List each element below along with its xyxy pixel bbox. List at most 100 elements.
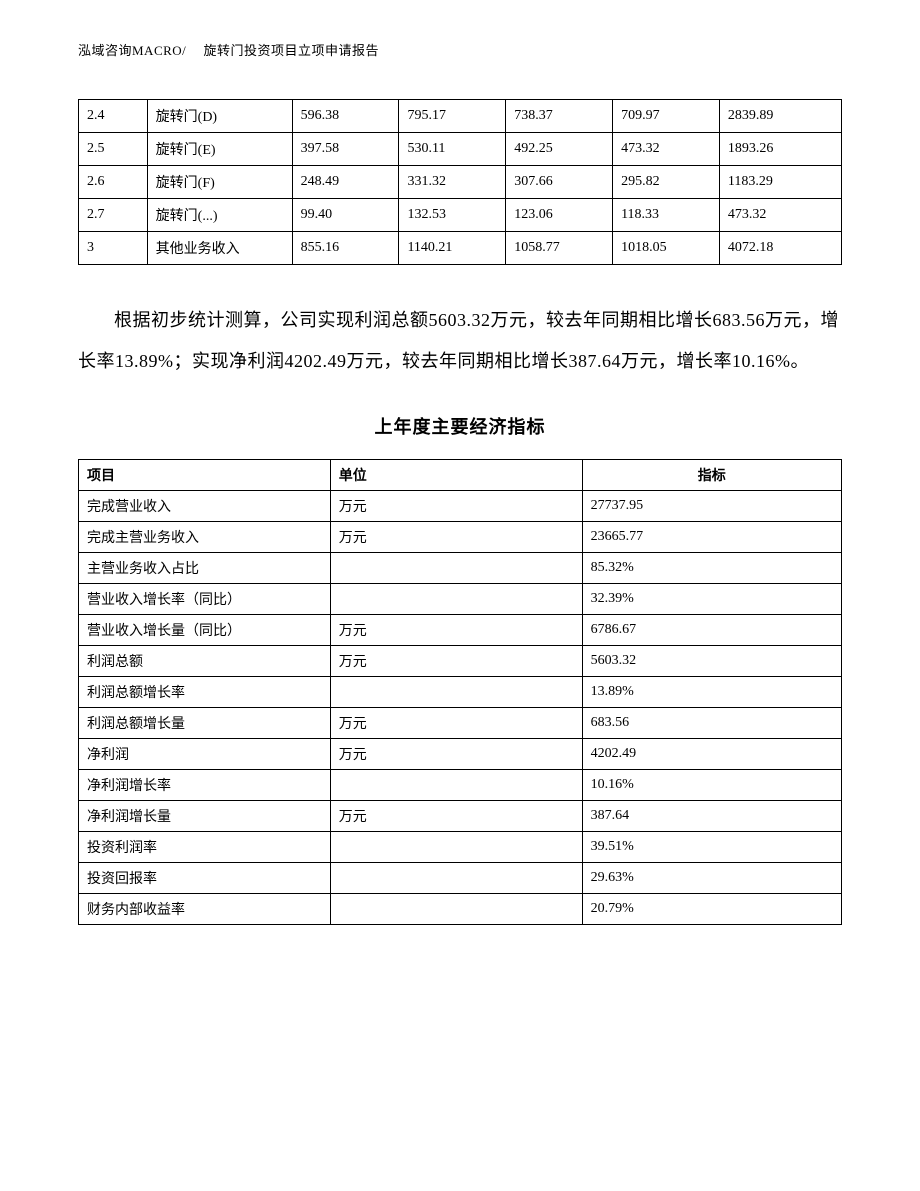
table-cell: 473.32 — [719, 199, 841, 232]
table-cell: 利润总额增长量 — [79, 707, 331, 738]
table-cell: 万元 — [330, 800, 582, 831]
table-row: 3其他业务收入855.161140.211058.771018.054072.1… — [79, 232, 842, 265]
table-cell: 295.82 — [613, 166, 720, 199]
table-cell: 完成营业收入 — [79, 490, 331, 521]
table-cell: 万元 — [330, 645, 582, 676]
table-cell: 净利润增长量 — [79, 800, 331, 831]
table-cell — [330, 769, 582, 800]
table-cell: 万元 — [330, 490, 582, 521]
table-row: 利润总额增长率 13.89% — [79, 676, 842, 707]
table-cell: 净利润增长率 — [79, 769, 331, 800]
table-cell: 855.16 — [292, 232, 399, 265]
page-header: 泓域咨询MACRO/ 旋转门投资项目立项申请报告 — [78, 40, 842, 59]
table-cell: 307.66 — [506, 166, 613, 199]
section-title: 上年度主要经济指标 — [78, 413, 842, 439]
table-cell: 473.32 — [613, 133, 720, 166]
table-cell: 2.4 — [79, 100, 148, 133]
table-row: 主营业务收入占比 85.32% — [79, 552, 842, 583]
table-cell: 1893.26 — [719, 133, 841, 166]
table-cell: 13.89% — [582, 676, 841, 707]
table-row: 2.6旋转门(F)248.49331.32307.66295.821183.29 — [79, 166, 842, 199]
table-cell: 29.63% — [582, 862, 841, 893]
table-cell: 132.53 — [399, 199, 506, 232]
table2-header-cell: 单位 — [330, 459, 582, 490]
table2-header-row: 项目 单位 指标 — [79, 459, 842, 490]
table-row: 利润总额万元5603.32 — [79, 645, 842, 676]
table-row: 2.7旋转门(...)99.40132.53123.06118.33473.32 — [79, 199, 842, 232]
table-cell: 20.79% — [582, 893, 841, 924]
table-row: 营业收入增长量（同比）万元6786.67 — [79, 614, 842, 645]
table-row: 2.4旋转门(D)596.38795.17738.37709.972839.89 — [79, 100, 842, 133]
table-cell: 万元 — [330, 738, 582, 769]
table-cell: 旋转门(...) — [147, 199, 292, 232]
table-cell: 39.51% — [582, 831, 841, 862]
table-cell: 万元 — [330, 614, 582, 645]
table-row: 利润总额增长量万元683.56 — [79, 707, 842, 738]
table-row: 净利润增长率10.16% — [79, 769, 842, 800]
table-cell — [330, 893, 582, 924]
table-cell: 2.7 — [79, 199, 148, 232]
table-cell: 709.97 — [613, 100, 720, 133]
table-cell — [330, 862, 582, 893]
economic-indicators-table: 项目 单位 指标 完成营业收入万元27737.95完成主营业务收入万元23665… — [78, 459, 842, 925]
table1-body: 2.4旋转门(D)596.38795.17738.37709.972839.89… — [79, 100, 842, 265]
table2-header-cell: 项目 — [79, 459, 331, 490]
table-cell: 683.56 — [582, 707, 841, 738]
table2-body: 完成营业收入万元27737.95完成主营业务收入万元23665.77主营业务收入… — [79, 490, 842, 924]
table-cell: 主营业务收入占比 — [79, 552, 331, 583]
table2-head: 项目 单位 指标 — [79, 459, 842, 490]
table-cell: 530.11 — [399, 133, 506, 166]
table-row: 完成主营业务收入万元23665.77 — [79, 521, 842, 552]
table-cell: 旋转门(F) — [147, 166, 292, 199]
table-cell: 32.39% — [582, 583, 841, 614]
table-cell: 1183.29 — [719, 166, 841, 199]
table2-header-cell: 指标 — [582, 459, 841, 490]
table-cell: 4072.18 — [719, 232, 841, 265]
table-cell: 27737.95 — [582, 490, 841, 521]
table-row: 财务内部收益率 20.79% — [79, 893, 842, 924]
table-cell: 2.6 — [79, 166, 148, 199]
table-cell: 248.49 — [292, 166, 399, 199]
table-cell: 完成主营业务收入 — [79, 521, 331, 552]
table-cell: 1140.21 — [399, 232, 506, 265]
table-cell: 123.06 — [506, 199, 613, 232]
table-cell: 万元 — [330, 707, 582, 738]
table-cell: 4202.49 — [582, 738, 841, 769]
table-cell: 387.64 — [582, 800, 841, 831]
table-row: 营业收入增长率（同比） 32.39% — [79, 583, 842, 614]
table-cell: 营业收入增长率（同比） — [79, 583, 331, 614]
table-cell: 财务内部收益率 — [79, 893, 331, 924]
table-row: 投资利润率 39.51% — [79, 831, 842, 862]
table-cell: 利润总额 — [79, 645, 331, 676]
table-cell: 投资利润率 — [79, 831, 331, 862]
table-cell: 2.5 — [79, 133, 148, 166]
table-row: 完成营业收入万元27737.95 — [79, 490, 842, 521]
table-cell: 23665.77 — [582, 521, 841, 552]
table-cell: 万元 — [330, 521, 582, 552]
table-row: 2.5旋转门(E)397.58530.11492.25473.321893.26 — [79, 133, 842, 166]
table-cell: 旋转门(E) — [147, 133, 292, 166]
table-cell: 596.38 — [292, 100, 399, 133]
table-cell: 85.32% — [582, 552, 841, 583]
table-cell: 3 — [79, 232, 148, 265]
revenue-breakdown-table: 2.4旋转门(D)596.38795.17738.37709.972839.89… — [78, 99, 842, 265]
table-row: 投资回报率 29.63% — [79, 862, 842, 893]
table-cell — [330, 583, 582, 614]
table-row: 净利润增长量万元387.64 — [79, 800, 842, 831]
table-cell: 投资回报率 — [79, 862, 331, 893]
table-cell: 331.32 — [399, 166, 506, 199]
summary-paragraph: 根据初步统计测算，公司实现利润总额5603.32万元，较去年同期相比增长683.… — [78, 300, 842, 383]
table-cell: 118.33 — [613, 199, 720, 232]
table-cell: 净利润 — [79, 738, 331, 769]
table-cell: 其他业务收入 — [147, 232, 292, 265]
table-cell: 1058.77 — [506, 232, 613, 265]
table-cell: 5603.32 — [582, 645, 841, 676]
table-cell — [330, 676, 582, 707]
table-cell: 1018.05 — [613, 232, 720, 265]
table-cell: 利润总额增长率 — [79, 676, 331, 707]
table-cell: 2839.89 — [719, 100, 841, 133]
table-cell — [330, 552, 582, 583]
table-cell: 6786.67 — [582, 614, 841, 645]
table-cell: 营业收入增长量（同比） — [79, 614, 331, 645]
table-cell: 492.25 — [506, 133, 613, 166]
